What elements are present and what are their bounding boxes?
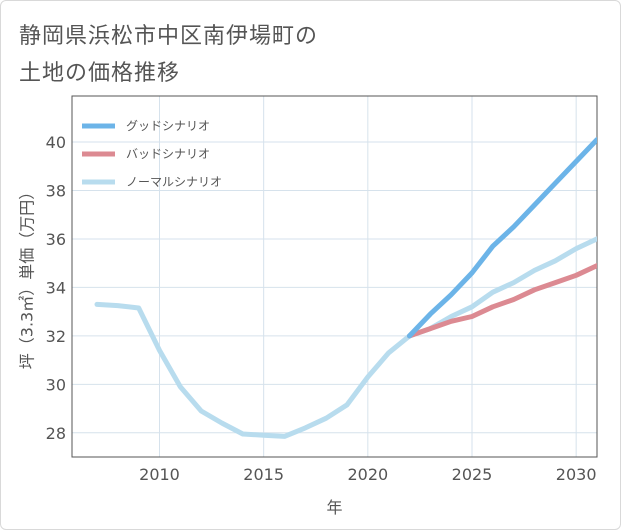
y-tick-34: 34 — [46, 278, 66, 297]
series-lines — [94, 137, 597, 439]
x-tick-2015: 2015 — [243, 465, 284, 484]
y-tick-32: 32 — [46, 327, 66, 346]
x-tick-2010: 2010 — [139, 465, 180, 484]
legend-label-0: グッドシナリオ — [126, 119, 210, 133]
plot-area — [71, 95, 598, 458]
x-tick-2030: 2030 — [556, 465, 597, 484]
x-tick-2025: 2025 — [452, 465, 493, 484]
x-tick-2020: 2020 — [347, 465, 388, 484]
series-line-2 — [94, 236, 597, 439]
x-axis-label: 年 — [326, 498, 342, 517]
y-tick-28: 28 — [46, 424, 66, 443]
y-tick-36: 36 — [46, 230, 66, 249]
chart-title-line2: 土地の価格推移 — [19, 61, 181, 86]
y-tick-30: 30 — [46, 375, 66, 394]
legend-label-1: バッドシナリオ — [126, 147, 210, 161]
y-axis-label: 坪（3.3㎡）単価（万円） — [18, 184, 37, 369]
series-line-1 — [407, 263, 597, 339]
legend-label-2: ノーマルシナリオ — [126, 175, 222, 189]
y-axis-ticks: 28 30 32 34 36 38 40 — [46, 133, 66, 443]
y-tick-38: 38 — [46, 181, 66, 200]
chart-title-line1: 静岡県浜松市中区南伊場町の — [19, 24, 319, 49]
x-axis-ticks: 2010 2015 2020 2025 2030 — [139, 465, 596, 484]
y-tick-40: 40 — [46, 133, 66, 152]
series-line-0 — [407, 137, 597, 339]
